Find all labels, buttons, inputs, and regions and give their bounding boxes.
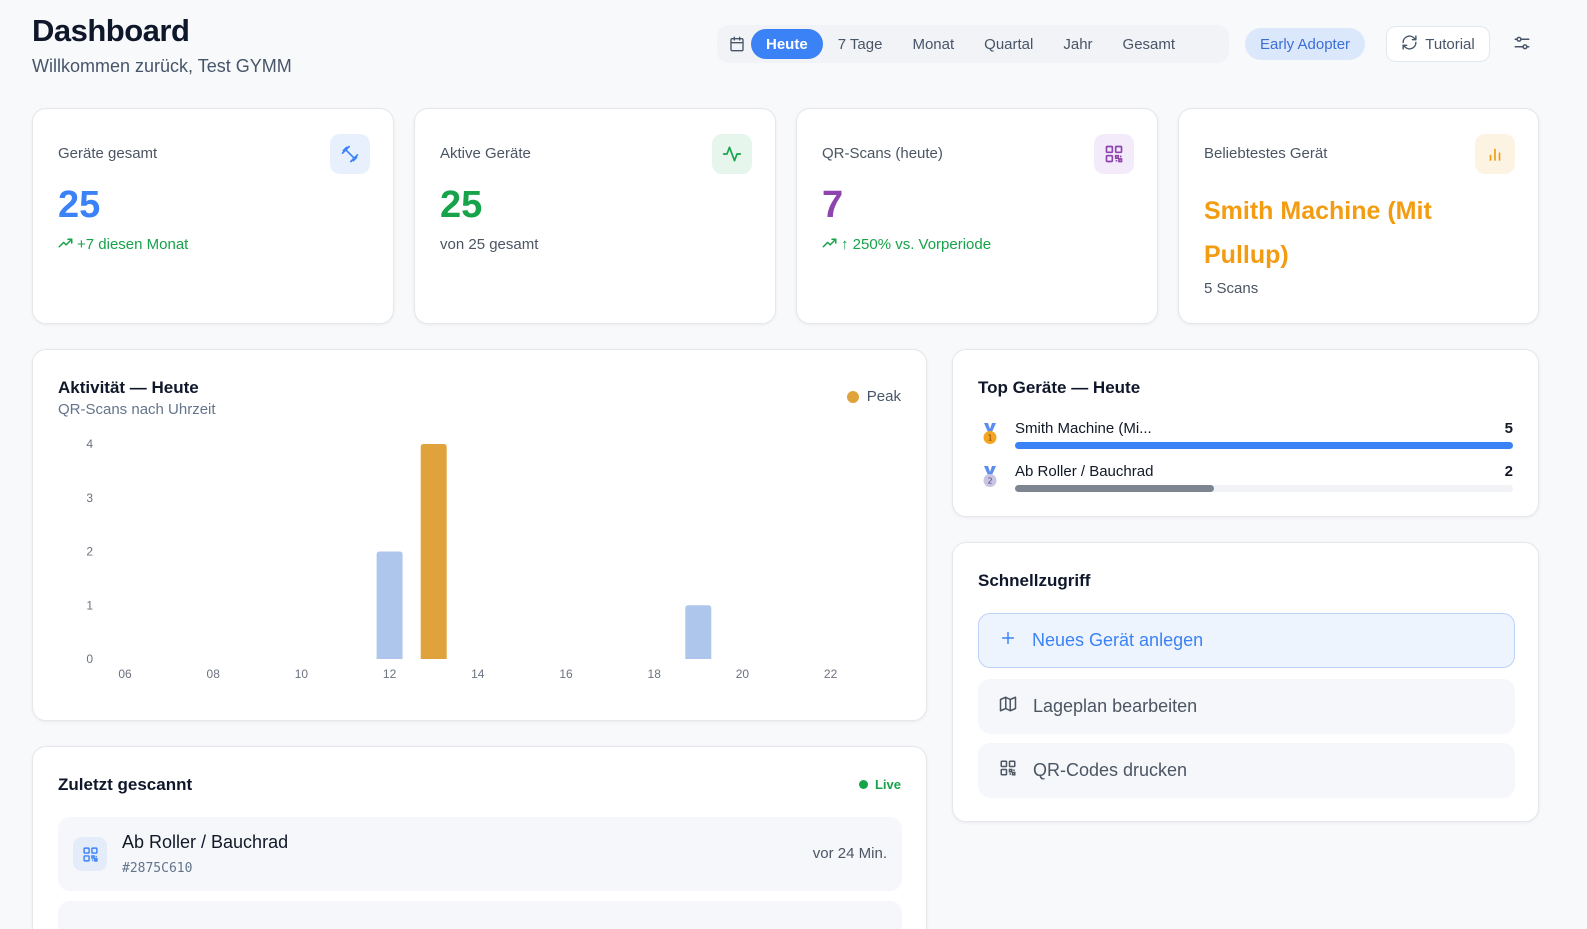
- x-tick-label: 20: [736, 667, 750, 681]
- x-tick-label: 18: [648, 667, 662, 681]
- tutorial-button[interactable]: Tutorial: [1386, 26, 1490, 62]
- medal-gold-icon: 1: [983, 423, 997, 444]
- top-device-name: Ab Roller / Bauchrad: [1015, 463, 1154, 480]
- activity-title: Aktivität — Heute: [58, 378, 199, 397]
- activity-chart-card: Aktivität — Heute QR-Scans nach Uhrzeit …: [32, 349, 927, 721]
- legend-peak-dot: [846, 390, 859, 403]
- top-device-count: 2: [1504, 463, 1513, 480]
- trending-up-icon: [822, 236, 837, 253]
- top-devices-card: Top Geräte — Heute 1 Smith Machine (Mi..…: [952, 349, 1539, 517]
- scan-device-code: #2875C610: [122, 861, 193, 876]
- sliders-icon: [1513, 34, 1531, 57]
- svg-text:1: 1: [987, 434, 992, 443]
- period-tab-quartal[interactable]: Quartal: [984, 35, 1034, 53]
- stat-trend: ↑ 250% vs. Vorperiode: [822, 236, 991, 253]
- recent-scans-card: Zuletzt gescannt Live Ab Roller / Bauchr…: [32, 746, 927, 929]
- tutorial-label: Tutorial: [1425, 35, 1475, 53]
- top-device-bar-track: [1015, 485, 1513, 492]
- chart-bar-peak[interactable]: [420, 444, 447, 659]
- chart-bar[interactable]: [685, 605, 712, 659]
- stat-value: 25: [58, 184, 101, 226]
- y-tick-label: 1: [86, 598, 93, 612]
- top-devices-title: Top Geräte — Heute: [978, 378, 1141, 397]
- bar-chart-icon: [1475, 134, 1515, 174]
- scan-time: vor 24 Min.: [812, 845, 887, 862]
- map-icon: [999, 695, 1017, 718]
- x-tick-label: 08: [207, 667, 221, 681]
- y-tick-label: 2: [86, 545, 93, 559]
- print-qr-button[interactable]: QR-Codes drucken: [978, 743, 1515, 798]
- popular-device-scans: 5 Scans: [1204, 280, 1259, 297]
- stat-card-popular-device: Beliebtestes Gerät Smith Machine (Mit Pu…: [1178, 108, 1539, 324]
- early-adopter-badge: Early Adopter: [1245, 28, 1366, 60]
- page-title: Dashboard: [32, 13, 190, 48]
- top-device-row[interactable]: 1 Smith Machine (Mi... 5: [978, 420, 1513, 454]
- x-tick-label: 22: [824, 667, 838, 681]
- new-device-button[interactable]: Neues Gerät anlegen: [978, 613, 1515, 668]
- quick-access-card: Schnellzugriff Neues Gerät anlegen Lagep…: [952, 542, 1539, 822]
- qr-code-icon: [999, 759, 1017, 782]
- stat-value: 25: [440, 184, 483, 226]
- x-tick-label: 16: [559, 667, 573, 681]
- edit-map-button[interactable]: Lageplan bearbeiten: [978, 679, 1515, 734]
- period-tab-heute[interactable]: Heute: [751, 29, 823, 59]
- period-selector: Heute 7 Tage Monat Quartal Jahr Gesamt: [717, 25, 1229, 63]
- welcome-subtitle: Willkommen zurück, Test GYMM: [32, 56, 292, 76]
- trending-up-icon: [58, 236, 73, 253]
- stat-value: 7: [822, 184, 844, 226]
- stat-subtext: von 25 gesamt: [440, 236, 539, 253]
- scan-device-name: Ab Roller / Bauchrad: [122, 832, 289, 852]
- recent-scan-item[interactable]: Ab Roller / Bauchrad #2875C610 vor 24 Mi…: [58, 817, 902, 891]
- qr-code-icon: [73, 837, 107, 871]
- stat-trend: +7 diesen Monat: [58, 236, 188, 253]
- svg-text:2: 2: [987, 477, 992, 486]
- live-indicator: Live: [858, 777, 901, 792]
- top-device-count: 5: [1504, 420, 1513, 437]
- popular-device-name: Smith Machine (Mit Pullup): [1204, 197, 1432, 269]
- top-device-row[interactable]: 2 Ab Roller / Bauchrad 2: [978, 463, 1513, 497]
- stat-card-qr-scans: QR-Scans (heute) 7 ↑ 250% vs. Vorperiode: [796, 108, 1158, 324]
- plus-icon: [1000, 630, 1016, 651]
- period-tab-monat[interactable]: Monat: [912, 35, 955, 53]
- stat-card-active-devices: Aktive Geräte 25 von 25 gesamt: [414, 108, 776, 324]
- top-device-bar-fill: [1015, 485, 1215, 492]
- top-device-name: Smith Machine (Mi...: [1015, 420, 1152, 437]
- quick-access-title: Schnellzugriff: [978, 571, 1091, 590]
- x-tick-label: 06: [118, 667, 132, 681]
- stat-label: QR-Scans (heute): [822, 145, 943, 162]
- legend-peak: Peak: [846, 388, 901, 405]
- refresh-icon: [1401, 34, 1418, 55]
- medal-silver-icon: 2: [983, 466, 997, 487]
- chart-bar[interactable]: [376, 551, 403, 660]
- x-tick-label: 14: [471, 667, 485, 681]
- recent-scans-title: Zuletzt gescannt: [58, 775, 193, 794]
- y-tick-label: 4: [86, 437, 93, 451]
- period-tab-gesamt[interactable]: Gesamt: [1122, 35, 1176, 53]
- recent-scan-item-next[interactable]: [58, 901, 902, 929]
- y-tick-label: 0: [86, 652, 93, 666]
- calendar-icon: [727, 34, 747, 54]
- period-tab-jahr[interactable]: Jahr: [1063, 35, 1093, 53]
- period-tab-7-tage[interactable]: 7 Tage: [837, 35, 883, 53]
- x-tick-label: 12: [383, 667, 397, 681]
- activity-icon: [712, 134, 752, 174]
- stat-label: Beliebtestes Gerät: [1204, 145, 1328, 162]
- top-device-bar-track: [1015, 442, 1513, 449]
- live-dot: [858, 780, 868, 789]
- dumbbell-icon: [330, 134, 370, 174]
- stat-label: Geräte gesamt: [58, 145, 158, 162]
- settings-sliders-button[interactable]: [1510, 34, 1534, 56]
- stat-card-devices-total: Geräte gesamt 25 +7 diesen Monat: [32, 108, 394, 324]
- stat-label: Aktive Geräte: [440, 145, 531, 162]
- x-tick-label: 10: [295, 667, 309, 681]
- top-device-bar-fill: [1015, 442, 1513, 449]
- qr-code-icon: [1094, 134, 1134, 174]
- activity-subtitle: QR-Scans nach Uhrzeit: [58, 401, 216, 418]
- y-tick-label: 3: [86, 491, 93, 505]
